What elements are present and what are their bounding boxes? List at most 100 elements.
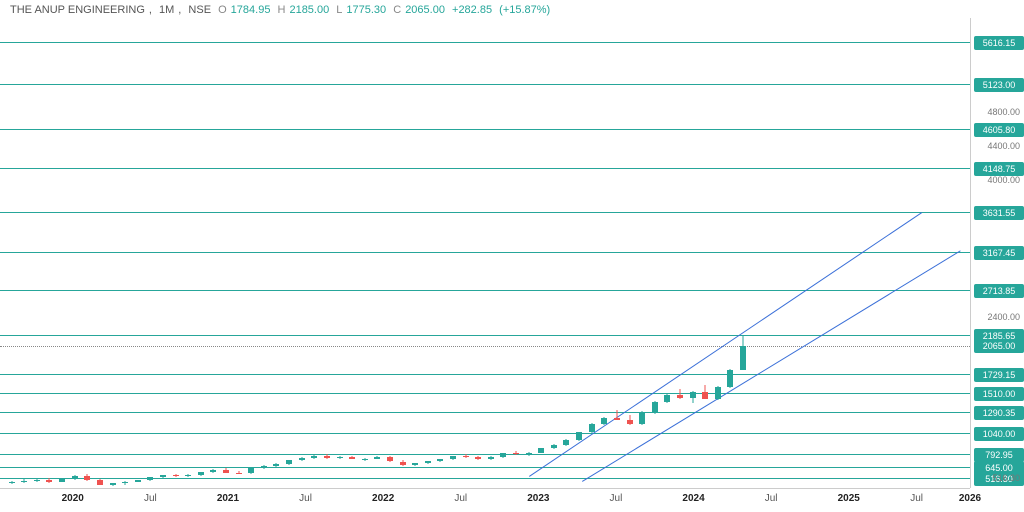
horizontal-line[interactable]: 3631.55 [0,212,970,213]
candle-body [21,481,27,482]
candle-body [538,448,544,452]
candle-body [286,460,292,464]
candle-body [715,387,721,399]
candle-body [400,462,406,465]
plot-area[interactable]: 5616.15 5123.00 4605.80 4148.75 3631.55 3167.… [0,18,970,488]
y-tick: 4400.00 [987,141,1020,151]
x-tick: 2023 [527,493,549,504]
candle-body [702,392,708,398]
candle-body [576,432,582,440]
candle-body [72,476,78,480]
candle-body [526,453,532,455]
candle-body [551,445,557,448]
candle-body [97,480,103,484]
candle-body [261,466,267,468]
trend-line[interactable] [582,250,961,482]
candle-body [740,346,746,370]
candle-body [248,468,254,474]
candle-body [727,370,733,387]
candle-body [513,453,519,454]
horizontal-line[interactable]: 4148.75 [0,168,970,169]
candle-body [299,458,305,461]
horizontal-line[interactable]: 2713.85 [0,290,970,291]
candle-body [198,472,204,475]
candle-body [273,464,279,466]
candle-body [563,440,569,445]
chart-container: THE ANUP ENGINEERING, 1M, NSE O1784.95 H… [0,0,1024,512]
candle-body [122,482,128,484]
x-tick: 2026 [959,493,981,504]
x-tick: 2024 [682,493,704,504]
ohlc-close: 2065.00 [405,4,445,16]
x-tick: Jul [765,493,778,504]
horizontal-line[interactable]: 1510.00 [0,393,970,394]
candle-body [46,480,52,482]
candle-body [601,418,607,424]
candle-body [311,456,317,458]
candle-body [236,473,242,474]
candle-body [185,475,191,476]
candle-body [425,461,431,463]
candle-body [387,457,393,462]
last-price-line [0,346,970,347]
ohlc-high: 2185.00 [289,4,329,16]
candle-body [614,418,620,420]
horizontal-line[interactable]: 792.95 [0,454,970,455]
x-tick: 2021 [217,493,239,504]
horizontal-line[interactable]: 645.00 [0,467,970,468]
candle-body [147,477,153,480]
horizontal-line[interactable]: 5616.15 [0,42,970,43]
candle-body [500,453,506,456]
ohlc-change: +282.85 [452,4,492,16]
horizontal-line[interactable]: 1040.00 [0,433,970,434]
ohlc-low: 1775.30 [346,4,386,16]
x-tick: Jul [910,493,923,504]
candle-body [173,475,179,476]
horizontal-line[interactable]: 2185.65 [0,335,970,336]
x-tick: 2020 [62,493,84,504]
y-tick: 2400.00 [987,312,1020,322]
horizontal-line[interactable]: 5123.00 [0,84,970,85]
candle-body [463,456,469,457]
y-tick: 4800.00 [987,107,1020,117]
candle-body [362,459,368,460]
ohlc-changepct: (+15.87%) [499,4,550,16]
candle-body [59,479,65,481]
horizontal-line[interactable]: 3167.45 [0,252,970,253]
interval: 1M [159,4,174,16]
candle-body [223,470,229,473]
y-tick: 516.30 [992,473,1020,483]
x-tick: Jul [144,493,157,504]
candle-body [450,456,456,459]
candle-body [677,395,683,398]
candle-body [9,482,15,483]
x-tick: 2022 [372,493,394,504]
candle-body [664,395,670,402]
horizontal-line[interactable]: 516.30 [0,478,970,479]
candle-body [34,480,40,481]
candle-body [160,475,166,477]
candle-body [652,402,658,412]
price-axis[interactable]: 4800.004400.004000.002400.00516.30 [970,18,1024,488]
x-tick: 2025 [838,493,860,504]
horizontal-line[interactable]: 1729.15 [0,374,970,375]
candle-body [488,457,494,459]
time-axis[interactable]: 2020Jul2021Jul2022Jul2023Jul2024Jul2025J… [0,488,970,512]
candle-body [349,457,355,459]
candle-body [337,457,343,458]
candle-body [374,457,380,459]
candle-body [84,476,90,481]
chart-header: THE ANUP ENGINEERING, 1M, NSE O1784.95 H… [10,4,554,16]
candle-body [639,412,645,424]
horizontal-line[interactable]: 4605.80 [0,129,970,130]
candle-body [690,392,696,398]
horizontal-line[interactable]: 1290.35 [0,412,970,413]
symbol-name: THE ANUP ENGINEERING [10,4,145,16]
exchange: NSE [188,4,211,16]
candle-body [110,483,116,484]
candle-body [589,424,595,432]
x-tick: Jul [299,493,312,504]
candle-body [437,459,443,461]
candle-body [135,480,141,481]
candle-body [324,456,330,458]
